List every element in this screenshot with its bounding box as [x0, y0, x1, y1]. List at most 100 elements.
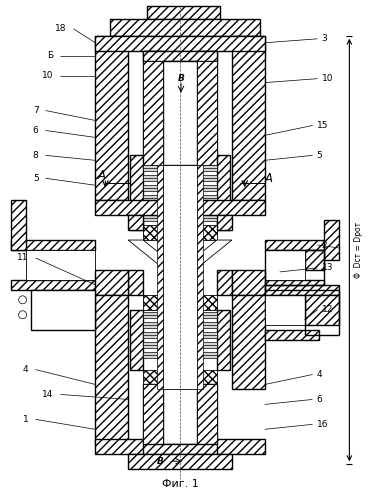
- Bar: [187, 295, 217, 310]
- Bar: [110, 19, 260, 36]
- Polygon shape: [180, 240, 232, 270]
- Bar: [11, 200, 25, 250]
- Text: Φ  Dст = Dрот: Φ Dст = Dрот: [354, 222, 363, 278]
- Bar: [197, 205, 217, 211]
- Text: B: B: [177, 74, 184, 83]
- Text: 6: 6: [317, 395, 322, 404]
- Bar: [197, 342, 217, 348]
- Bar: [197, 312, 217, 318]
- Bar: [143, 342, 163, 348]
- Text: 16: 16: [317, 420, 328, 429]
- Bar: [265, 240, 324, 250]
- Bar: [197, 195, 217, 201]
- Bar: [197, 322, 217, 328]
- Bar: [143, 205, 163, 211]
- Text: 5: 5: [317, 151, 322, 160]
- Bar: [143, 165, 163, 171]
- Bar: [304, 250, 324, 270]
- Bar: [95, 439, 265, 454]
- Bar: [232, 36, 265, 200]
- Bar: [197, 61, 217, 165]
- Bar: [197, 332, 217, 338]
- Text: 15: 15: [317, 121, 328, 130]
- Bar: [265, 330, 320, 340]
- Bar: [163, 385, 197, 444]
- Text: 2: 2: [321, 241, 327, 250]
- Text: 14: 14: [42, 390, 54, 399]
- Text: 4: 4: [317, 370, 322, 379]
- Bar: [95, 270, 128, 295]
- Text: 5: 5: [33, 174, 38, 183]
- Bar: [128, 215, 143, 230]
- Bar: [95, 36, 265, 51]
- Bar: [197, 165, 203, 390]
- Bar: [143, 225, 173, 240]
- Bar: [31, 290, 95, 330]
- Bar: [143, 385, 163, 444]
- Bar: [11, 280, 95, 290]
- Text: Б: Б: [47, 51, 54, 60]
- Bar: [197, 385, 217, 444]
- Text: 8: 8: [33, 151, 38, 160]
- Bar: [265, 280, 324, 290]
- Bar: [304, 295, 339, 325]
- Polygon shape: [128, 240, 180, 270]
- Text: 10: 10: [42, 71, 54, 80]
- Bar: [143, 312, 163, 318]
- Text: 6: 6: [33, 126, 38, 135]
- Text: Фиг. 1: Фиг. 1: [162, 479, 199, 489]
- Bar: [143, 215, 163, 221]
- Bar: [143, 352, 163, 358]
- Bar: [95, 295, 128, 444]
- Bar: [232, 270, 265, 295]
- Bar: [157, 165, 163, 390]
- Bar: [217, 310, 230, 370]
- Bar: [217, 270, 232, 295]
- Bar: [265, 285, 339, 295]
- Bar: [187, 370, 217, 385]
- Bar: [143, 51, 163, 155]
- Bar: [197, 165, 217, 171]
- Bar: [130, 155, 143, 230]
- Bar: [147, 6, 220, 19]
- Bar: [163, 61, 197, 165]
- Bar: [143, 61, 163, 165]
- Text: 12: 12: [321, 305, 333, 314]
- Text: 13: 13: [321, 263, 333, 272]
- Bar: [187, 225, 217, 240]
- Bar: [197, 215, 217, 221]
- Bar: [197, 175, 217, 181]
- Bar: [143, 332, 163, 338]
- Text: 4: 4: [23, 365, 28, 374]
- Bar: [143, 175, 163, 181]
- Bar: [11, 240, 95, 250]
- Bar: [217, 155, 230, 230]
- Text: 7: 7: [33, 106, 38, 115]
- Bar: [95, 36, 128, 200]
- Bar: [128, 270, 143, 295]
- Bar: [143, 385, 163, 444]
- Bar: [232, 295, 265, 390]
- Bar: [143, 322, 163, 328]
- Bar: [128, 454, 232, 469]
- Text: A: A: [97, 169, 105, 182]
- Bar: [197, 185, 217, 191]
- Text: B: B: [157, 457, 163, 466]
- Bar: [197, 385, 217, 444]
- Bar: [130, 310, 143, 370]
- Bar: [143, 444, 217, 454]
- Bar: [265, 250, 304, 280]
- Bar: [197, 51, 217, 155]
- Bar: [217, 215, 232, 230]
- Bar: [143, 195, 163, 201]
- Bar: [143, 370, 173, 385]
- Bar: [324, 220, 339, 260]
- Bar: [197, 352, 217, 358]
- Bar: [163, 165, 197, 390]
- Text: 11: 11: [17, 253, 28, 262]
- Bar: [265, 295, 304, 325]
- Text: 10: 10: [321, 74, 333, 83]
- Text: 3: 3: [321, 34, 327, 43]
- Bar: [95, 200, 265, 215]
- Text: 1: 1: [23, 415, 28, 424]
